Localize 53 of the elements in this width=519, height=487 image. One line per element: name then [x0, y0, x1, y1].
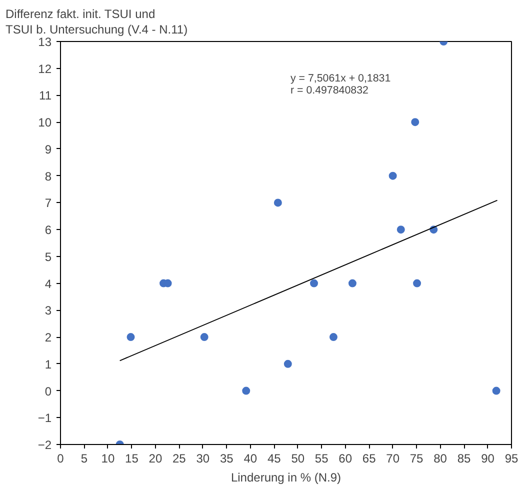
point: [284, 360, 292, 368]
y-tick-label: 8: [44, 169, 52, 184]
y-tick-label: 7: [44, 196, 52, 210]
y-tick-label: 9: [44, 142, 52, 156]
y-tick-label: 6: [44, 223, 52, 238]
x-tick-label: 40: [244, 452, 258, 466]
y-tick-label: 3: [44, 304, 52, 318]
point: [492, 386, 500, 395]
y-tick-label: 0: [44, 384, 52, 398]
point: [411, 118, 420, 126]
x-tick-label: 75: [410, 452, 424, 466]
point: [413, 279, 422, 288]
x-tick-label: 70: [386, 452, 400, 466]
point: [274, 198, 282, 207]
x-tick-label: 50: [291, 452, 305, 466]
y-tick-label: 10: [38, 116, 52, 130]
y-tick-label: −2: [38, 438, 52, 452]
point: [126, 333, 135, 342]
point: [388, 172, 397, 180]
point: [396, 226, 405, 234]
x-tick-label: 80: [434, 452, 448, 466]
x-tick-label: 95: [504, 452, 518, 466]
x-tick-label: 30: [196, 452, 210, 466]
point: [310, 279, 318, 288]
annotation: y = 7,5061x + 0,1831: [290, 72, 391, 84]
x-tick-label: 85: [457, 452, 472, 466]
y-tick-label: 5: [44, 250, 52, 264]
point: [329, 333, 338, 342]
y-tick-label: −1: [38, 411, 52, 426]
x-tick-label: 20: [148, 452, 162, 466]
y-tick-label: 12: [38, 62, 52, 76]
x-tick-label: 15: [125, 452, 139, 466]
x-tick-label: 5: [80, 452, 88, 466]
y-tick-label: 2: [44, 330, 52, 345]
x-tick-label: 55: [314, 452, 329, 466]
x-tick-label: 10: [101, 452, 115, 466]
x-tick-label: 25: [172, 452, 186, 466]
point: [242, 386, 250, 395]
x-axis-title: Linderung in % (N.9): [230, 470, 342, 484]
x-tick-label: 35: [220, 452, 234, 466]
x-tick-label: 45: [267, 452, 282, 466]
y-tick-label: 11: [39, 88, 52, 103]
x-tick-label: 0: [57, 452, 64, 466]
point: [348, 279, 356, 288]
y-tick-label: 13: [38, 35, 52, 49]
x-tick-label: 65: [362, 452, 376, 466]
x-tick-label: 90: [481, 452, 495, 466]
y-axis-title: Differenz fakt. init. TSUI und TSUI b. Untersuchung (V.4 - N.11): [6, 7, 188, 36]
y-tick-label: 1: [44, 357, 52, 372]
x-tick-label: 60: [338, 452, 352, 466]
annotation: r = 0.497840832: [290, 84, 368, 96]
y-tick-label: 4: [44, 276, 52, 291]
point: [200, 333, 208, 342]
